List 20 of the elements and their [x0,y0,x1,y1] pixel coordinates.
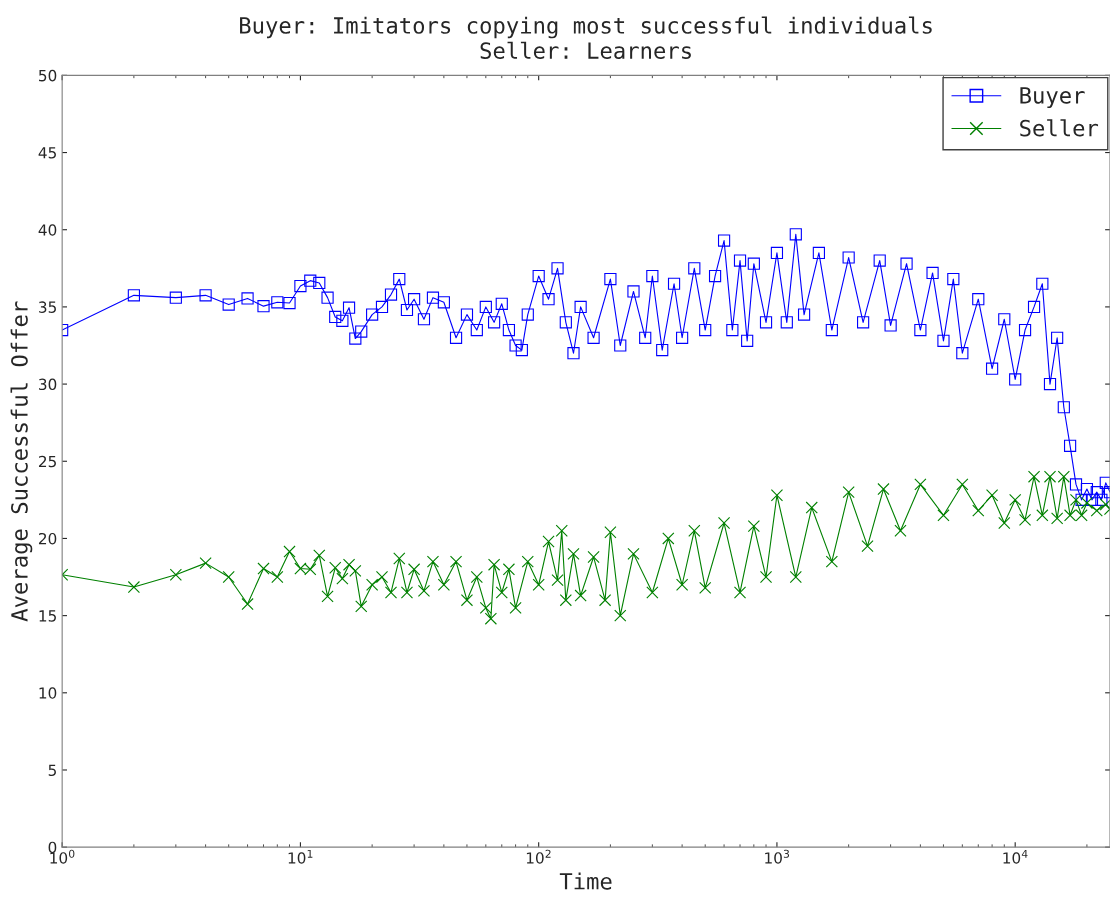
x-tick-label: 10$^{1}$ [288,849,313,864]
y-tick-label: 30 [39,378,57,391]
y-tick-label: 50 [39,69,57,82]
y-tick-label: 45 [38,147,56,159]
y-tick-label: 40 [38,224,57,236]
legend-label: Buyer [1020,87,1085,109]
x-tick-label: 10$^{3}$ [765,849,790,864]
y-tick-label: 20 [38,532,57,545]
y-tick-label: 35 [39,301,56,313]
x-tick-label: 10$^{4}$ [1003,849,1028,864]
y-tick-label: 25 [38,455,56,468]
y-tick-label: 15 [39,610,56,622]
y-tick-label: 10 [39,687,57,699]
y-tick-label: 5 [48,764,56,777]
x-tick-label: 10$^{2}$ [526,849,551,864]
chart-title: Buyer: Imitators copying most successful individuals [240,16,932,39]
chart-subtitle: Seller: Learners [480,41,691,60]
legend-label: Seller [1020,119,1099,137]
y-axis-title: Average Successful Offer [10,301,33,622]
x-axis-title: Time [559,872,612,890]
